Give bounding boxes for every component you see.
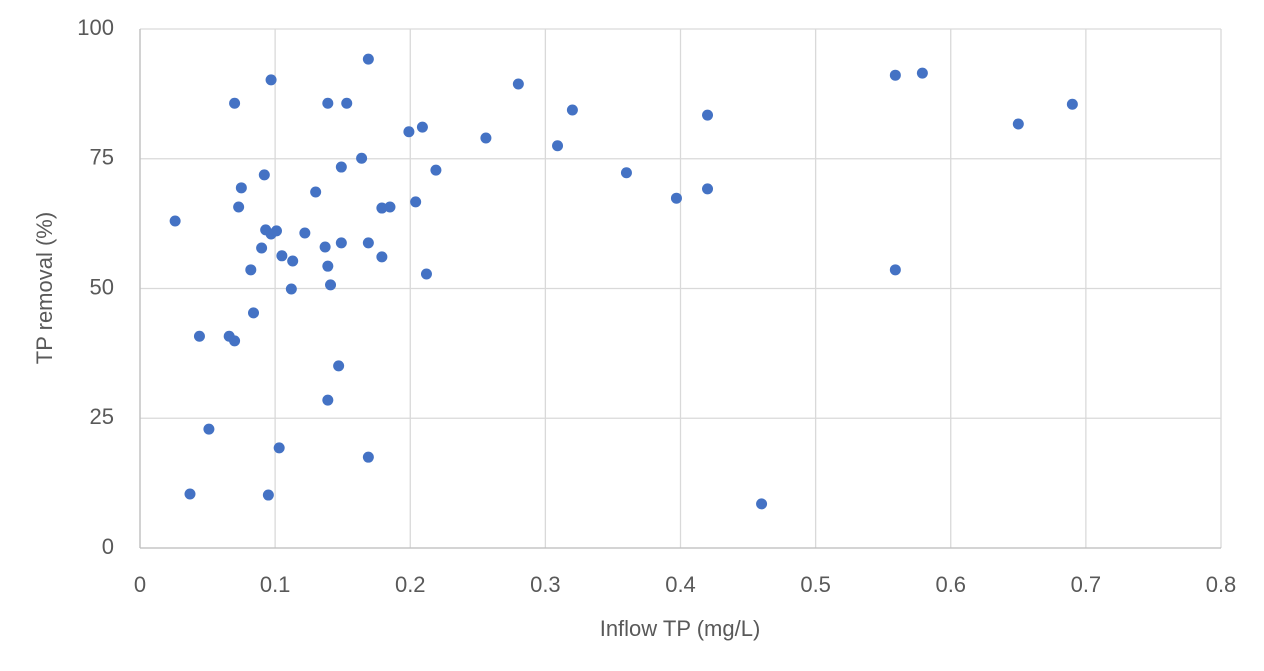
point bbox=[265, 74, 277, 86]
point bbox=[889, 264, 901, 276]
point bbox=[670, 192, 682, 204]
point bbox=[262, 489, 274, 501]
point bbox=[1066, 98, 1078, 110]
y-axis-title: TP removal (%) bbox=[32, 212, 57, 364]
point bbox=[416, 121, 428, 133]
point bbox=[420, 268, 432, 280]
point bbox=[333, 360, 345, 372]
point bbox=[889, 69, 901, 81]
point bbox=[203, 423, 215, 435]
point bbox=[233, 201, 245, 213]
y-tick-label: 100 bbox=[77, 15, 114, 40]
point bbox=[335, 237, 347, 249]
point bbox=[512, 78, 524, 90]
point bbox=[702, 109, 714, 121]
x-axis-title: Inflow TP (mg/L) bbox=[600, 616, 761, 641]
x-tick-label: 0 bbox=[134, 572, 146, 597]
point bbox=[620, 167, 632, 179]
x-tick-label: 0.2 bbox=[395, 572, 426, 597]
y-tick-label: 0 bbox=[102, 534, 114, 559]
point bbox=[403, 126, 415, 138]
point bbox=[184, 488, 196, 500]
point bbox=[362, 53, 374, 65]
point bbox=[430, 164, 442, 176]
x-tick-label: 0.8 bbox=[1206, 572, 1237, 597]
point bbox=[1012, 118, 1024, 130]
point bbox=[287, 255, 299, 267]
point bbox=[276, 250, 288, 262]
point bbox=[362, 237, 374, 249]
point bbox=[376, 251, 388, 263]
point bbox=[169, 215, 181, 227]
point bbox=[756, 498, 768, 510]
x-tick-label: 0.6 bbox=[935, 572, 966, 597]
point bbox=[384, 201, 396, 213]
point bbox=[916, 67, 928, 79]
point bbox=[229, 335, 241, 347]
point bbox=[235, 182, 247, 194]
point bbox=[285, 283, 297, 295]
point bbox=[566, 104, 578, 116]
point bbox=[229, 97, 241, 109]
point bbox=[322, 97, 334, 109]
point bbox=[325, 279, 337, 291]
point bbox=[376, 202, 388, 214]
point bbox=[480, 132, 492, 144]
point bbox=[245, 264, 257, 276]
point bbox=[299, 227, 311, 239]
x-tick-label: 0.1 bbox=[260, 572, 291, 597]
y-tick-label: 50 bbox=[90, 274, 114, 299]
point bbox=[702, 183, 714, 195]
point bbox=[273, 442, 285, 454]
y-tick-label: 25 bbox=[90, 404, 114, 429]
point bbox=[356, 152, 368, 164]
x-tick-label: 0.7 bbox=[1071, 572, 1102, 597]
point bbox=[310, 186, 322, 198]
point bbox=[552, 140, 564, 152]
y-tick-label: 75 bbox=[90, 145, 114, 170]
point bbox=[322, 260, 334, 272]
point bbox=[410, 196, 422, 208]
point bbox=[256, 242, 268, 254]
point bbox=[362, 451, 374, 463]
point bbox=[193, 330, 205, 342]
point bbox=[335, 161, 347, 173]
point bbox=[322, 394, 334, 406]
point bbox=[319, 241, 331, 253]
point bbox=[270, 225, 282, 237]
point bbox=[258, 169, 270, 181]
point bbox=[248, 307, 260, 319]
x-tick-label: 0.4 bbox=[665, 572, 696, 597]
x-tick-label: 0.3 bbox=[530, 572, 561, 597]
point bbox=[341, 97, 353, 109]
x-tick-label: 0.5 bbox=[800, 572, 831, 597]
